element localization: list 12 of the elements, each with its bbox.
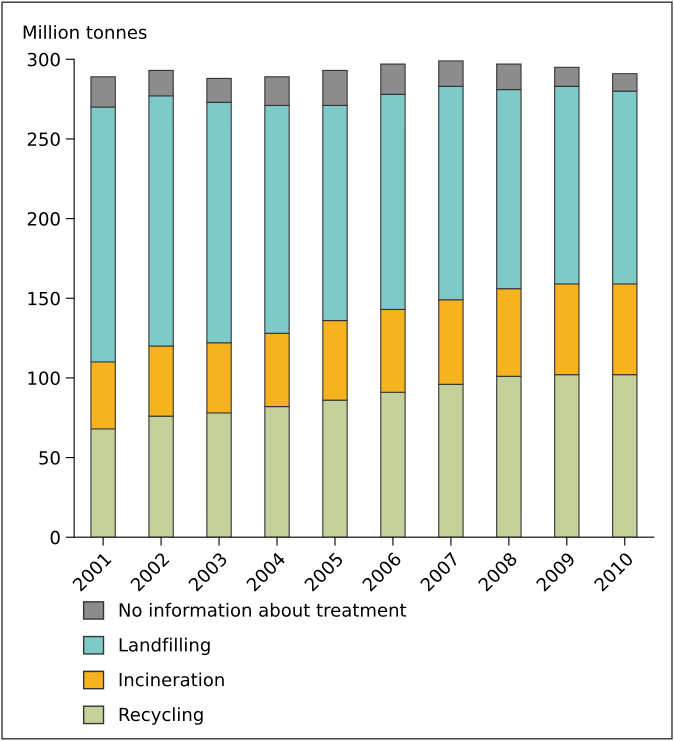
legend-label: Landfilling (120, 638, 210, 656)
y-tick-label: 50 (39, 451, 60, 465)
y-tick-label: 200 (28, 212, 60, 226)
legend-label: Incineration (120, 672, 224, 686)
y-tick-label: 0 (50, 530, 60, 544)
legend-label: Recycling (120, 707, 203, 725)
y-tick-label: 100 (28, 371, 60, 386)
legend-label: No information about treatment (120, 602, 406, 617)
y-tick-label: 300 (28, 52, 60, 66)
y-tick-label: 150 (28, 292, 60, 306)
y-axis-title: Million tonnes (24, 25, 146, 40)
y-tick-label: 250 (28, 132, 60, 146)
